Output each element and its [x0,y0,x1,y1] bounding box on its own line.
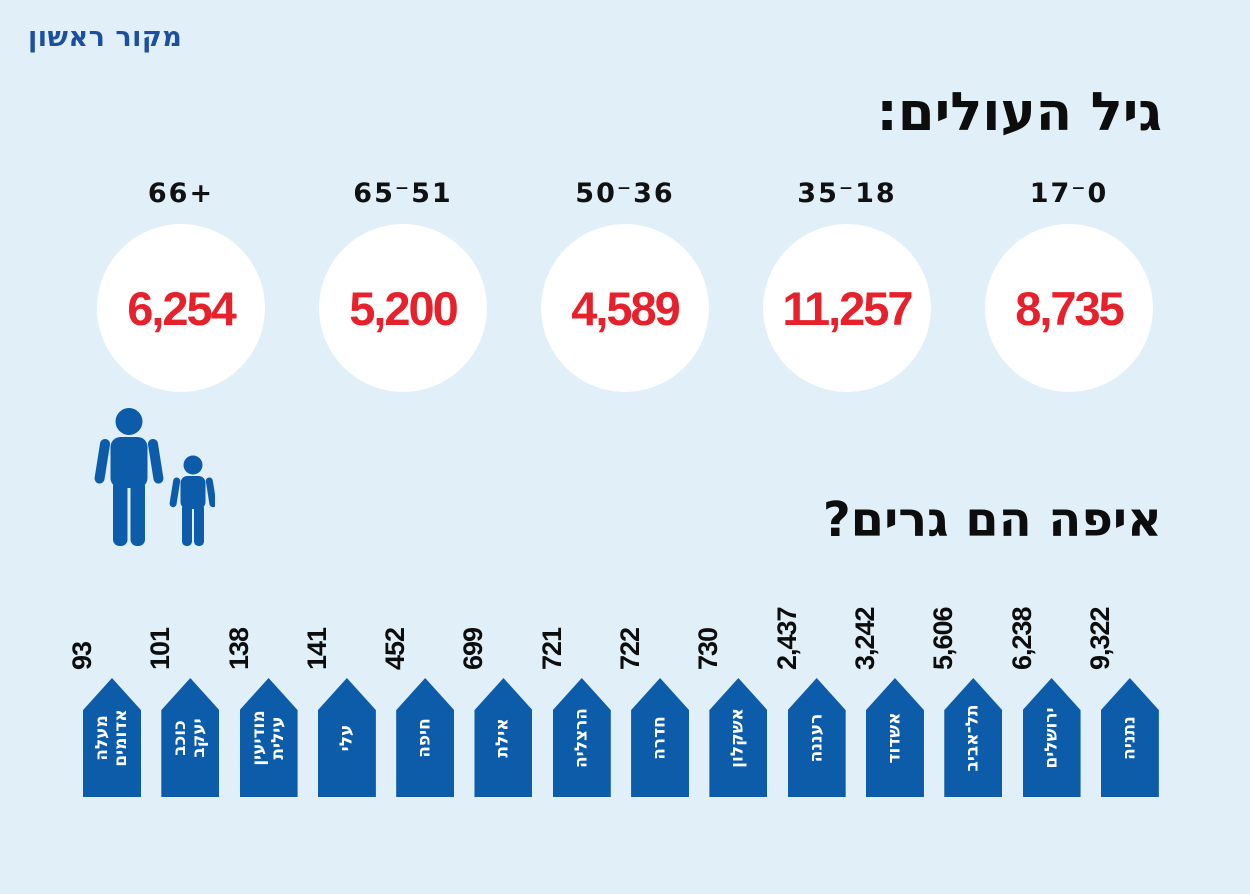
city-count-box: 138 [224,592,299,670]
city-name-label: תל־אביב [962,703,983,772]
age-circle: 8,735 [985,224,1153,392]
city-count-value: 2,437 [771,607,802,670]
city-count-value: 5,606 [928,607,959,670]
age-range-label: 66+ [147,177,215,209]
city-count-box: 722 [615,592,690,670]
city-column: 722 חדרה [615,592,690,797]
age-circle: 6,254 [97,224,265,392]
city-column: 452 חיפה [380,592,455,797]
age-count-value: 11,257 [782,281,913,335]
city-name-label: חדרה [649,715,670,760]
city-column: 9,322 נתניה [1085,592,1160,797]
city-name-label: חיפה [414,717,435,758]
city-count-value: 9,322 [1084,607,1115,670]
city-column: 5,606 תל־אביב [928,592,1003,797]
city-column: 141 עלי [302,592,377,797]
city-count-value: 93 [67,641,97,670]
makor-rishon-logo: מקור ראשון [28,22,183,53]
city-count-value: 6,238 [1006,607,1037,670]
city-arrow-marker: כוכב יעקב [161,678,220,797]
age-count-value: 6,254 [127,281,237,335]
city-name-label: נתניה [1119,715,1140,760]
age-range-label: 17⁻0 [1029,177,1109,209]
city-arrow-marker: תל־אביב [944,678,1003,797]
city-count-box: 730 [693,592,768,670]
age-group: 50⁻36 4,589 [514,174,736,392]
city-column: 3,242 אשדוד [850,592,925,797]
city-column: 699 אילת [458,592,533,797]
age-group: 17⁻0 8,735 [958,174,1180,392]
city-count-box: 141 [302,592,377,670]
city-column: 730 אשקלון [693,592,768,797]
age-circle: 4,589 [541,224,709,392]
city-name-label: רעננה [806,713,827,762]
city-arrows-row: 93 מעלה אדומים 101 כוכב יעקב 138 מודיעין… [67,592,1160,797]
city-count-box: 721 [537,592,612,670]
city-arrow-marker: חיפה [396,678,455,797]
city-arrow-marker: מעלה אדומים [83,678,141,797]
city-count-box: 452 [380,592,455,670]
age-group: 35⁻18 11,257 [736,174,958,392]
city-column: 138 מודיעין עילית [224,592,299,797]
city-count-value: 730 [693,627,724,670]
city-count-value: 699 [458,627,489,670]
city-count-box: 5,606 [928,592,1003,670]
city-arrow-marker: אשדוד [865,678,924,797]
age-circle: 11,257 [763,224,931,392]
city-name-label: ירושלים [1041,706,1062,769]
city-name-label: כוכב יעקב [170,717,210,758]
city-arrow-marker: רעננה [787,678,846,797]
city-column: 2,437 רעננה [772,592,847,797]
city-arrow-marker: אילת [474,678,533,797]
age-range-label: 50⁻36 [575,177,675,209]
city-column: 101 כוכב יעקב [145,592,220,797]
city-count-box: 101 [145,592,220,670]
city-count-box: 2,437 [772,592,847,670]
city-column: 6,238 ירושלים [1007,592,1082,797]
city-name-label: אשקלון [727,707,748,768]
city-count-box: 93 [67,592,142,670]
city-name-label: אשדוד [884,711,905,764]
city-arrow-marker: חדרה [631,678,690,797]
city-name-label: הרצליה [571,707,592,768]
city-count-box: 6,238 [1007,592,1082,670]
age-range-label: 65⁻51 [353,177,453,209]
city-arrow-marker: עלי [317,678,376,797]
age-count-value: 5,200 [349,281,459,335]
age-count-value: 4,589 [571,281,681,335]
city-arrow-marker: ירושלים [1022,678,1081,797]
age-circle: 5,200 [319,224,487,392]
city-column: 93 מעלה אדומים [67,592,142,797]
city-count-value: 141 [301,627,332,670]
cities-section-title: איפה הם גרים? [822,492,1162,548]
city-arrow-marker: נתניה [1100,678,1159,797]
age-group: 66+ 6,254 [70,174,292,392]
city-name-label: מעלה אדומים [92,708,131,767]
age-circles-row: 66+ 6,254 65⁻51 5,200 50⁻36 4,589 35⁻18 … [70,174,1180,392]
city-name-label: עלי [336,724,357,751]
city-name-label: מודיעין עילית [248,709,288,766]
age-section-title: גיל העולים: [876,82,1162,143]
city-arrow-marker: מודיעין עילית [239,678,298,797]
city-count-value: 3,242 [849,607,880,670]
adult-and-child-icon [90,408,217,558]
age-group: 65⁻51 5,200 [292,174,514,392]
age-range-label: 35⁻18 [797,177,897,209]
city-count-box: 9,322 [1085,592,1160,670]
city-name-label: אילת [492,717,513,758]
age-count-value: 8,735 [1015,281,1125,335]
city-count-value: 138 [223,627,254,670]
city-count-box: 699 [458,592,533,670]
city-arrow-marker: הרצליה [552,678,611,797]
city-count-value: 452 [380,627,411,670]
city-count-box: 3,242 [850,592,925,670]
city-column: 721 הרצליה [537,592,612,797]
city-count-value: 721 [536,627,567,670]
city-count-value: 101 [145,627,176,670]
city-count-value: 722 [615,627,646,670]
city-arrow-marker: אשקלון [709,678,768,797]
